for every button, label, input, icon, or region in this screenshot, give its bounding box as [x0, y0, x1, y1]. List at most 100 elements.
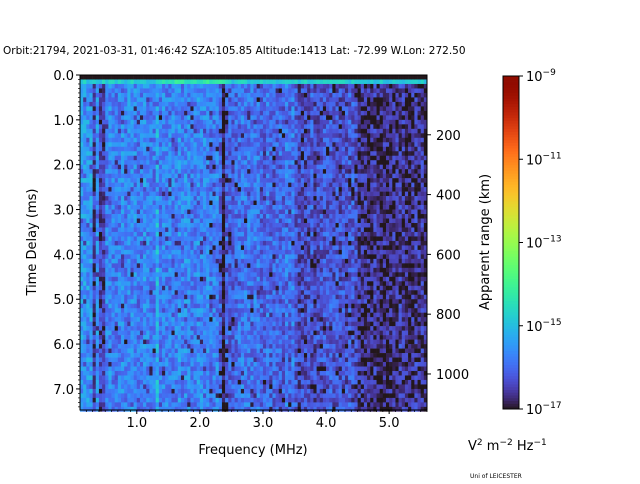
spectrogram-cell [184, 402, 188, 408]
spectrogram-cell [259, 344, 264, 349]
spectrogram-cell [196, 397, 201, 403]
spectrogram-cell [244, 267, 248, 273]
spectrogram-cell [114, 101, 119, 107]
spectrogram-cell [272, 106, 276, 112]
spectrogram-cell [80, 393, 84, 399]
spectrogram-cell [133, 267, 138, 273]
spectrogram-cell [234, 326, 239, 331]
spectrogram-cell [269, 79, 273, 85]
spectrogram-cell [136, 303, 141, 309]
spectrogram-cell [256, 326, 261, 331]
spectrogram-cell [95, 370, 100, 376]
spectrogram-cell [193, 353, 198, 358]
spectrogram-cell [136, 124, 141, 130]
spectrogram-cell [86, 370, 90, 376]
spectrogram-cell [171, 249, 175, 255]
spectrogram-cell [124, 164, 128, 170]
spectrogram-cell [253, 97, 257, 103]
spectrogram-cell [275, 146, 280, 152]
spectrogram-cell [225, 335, 229, 340]
spectrogram-cell [212, 79, 216, 85]
spectrogram-cell [259, 281, 264, 287]
spectrogram-cell [187, 384, 191, 390]
spectrogram-cell [247, 178, 251, 183]
spectrogram-cell [127, 240, 131, 246]
spectrogram-cell [212, 119, 216, 125]
spectrogram-cell [95, 155, 100, 161]
spectrogram-cell [196, 92, 201, 98]
spectrogram-cell [187, 110, 191, 116]
spectrogram-cell [269, 178, 273, 183]
spectrogram-cell [253, 330, 257, 336]
spectrogram-cell [184, 182, 188, 188]
spectrogram-cell [121, 178, 125, 183]
spectrogram-cell [253, 160, 257, 165]
spectrogram-cell [177, 335, 182, 340]
spectrogram-cell [262, 330, 267, 336]
spectrogram-cell [206, 218, 210, 224]
spectrogram-cell [275, 137, 280, 143]
spectrogram-cell [250, 357, 254, 363]
spectrogram-cell [240, 290, 245, 296]
spectrogram-cell [180, 272, 185, 278]
spectrogram-cell [237, 218, 242, 224]
spectrogram-cell [231, 312, 235, 318]
spectrogram-cell [117, 227, 122, 233]
spectrogram-cell [108, 339, 112, 345]
spectrogram-cell [218, 124, 223, 130]
spectrogram-cell [196, 151, 201, 157]
spectrogram-cell [171, 312, 175, 318]
spectrogram-cell [215, 344, 220, 349]
spectrogram-cell [259, 209, 264, 215]
spectrogram-cell [155, 88, 160, 94]
spectrogram-cell [278, 326, 283, 331]
spectrogram-cell [152, 388, 156, 394]
spectrogram-cell [136, 169, 141, 174]
spectrogram-cell [278, 205, 283, 210]
spectrogram-cell [133, 384, 138, 390]
spectrogram-cell [114, 124, 119, 130]
spectrogram-cell [165, 299, 169, 305]
spectrogram-cell [133, 263, 138, 269]
spectrogram-cell [136, 308, 141, 313]
spectrogram-cell [155, 240, 160, 246]
spectrogram-cell [92, 101, 97, 107]
spectrogram-cell [184, 110, 188, 116]
spectrogram-cell [272, 290, 276, 296]
spectrogram-cell [218, 128, 223, 134]
spectrogram-cell [212, 151, 216, 157]
spectrogram-cell [117, 88, 122, 94]
spectrogram-cell [98, 357, 103, 363]
spectrogram-cell [102, 205, 106, 210]
spectrogram-cell [184, 137, 188, 143]
spectrogram-cell [196, 75, 201, 80]
spectrogram-cell [108, 308, 112, 313]
spectrogram-cell [285, 357, 289, 363]
spectrogram-cell [180, 142, 185, 148]
spectrogram-cell [114, 308, 119, 313]
spectrogram-cell [256, 249, 261, 255]
spectrogram-cell [250, 101, 254, 107]
spectrogram-cell [89, 227, 93, 233]
spectrogram-cell [149, 330, 153, 336]
spectrogram-cell [92, 308, 97, 313]
spectrogram-cell [193, 124, 198, 130]
spectrogram-cell [177, 240, 182, 246]
spectrogram-cell [114, 299, 119, 305]
spectrogram-cell [262, 281, 267, 287]
spectrogram-cell [199, 299, 204, 305]
spectrogram-cell [146, 155, 150, 161]
spectrogram-cell [152, 362, 156, 367]
spectrogram-cell [121, 191, 125, 197]
spectrogram-cell [247, 209, 251, 215]
spectrogram-cell [225, 115, 229, 121]
spectrogram-cell [83, 128, 87, 134]
spectrogram-cell [143, 222, 147, 228]
spectrogram-cell [80, 227, 84, 233]
spectrogram-cell [108, 263, 112, 269]
spectrogram-cell [187, 79, 191, 85]
spectrogram-cell [269, 209, 273, 215]
spectrogram-cell [127, 249, 131, 255]
spectrogram-cell [124, 330, 128, 336]
spectrogram-cell [221, 155, 226, 161]
